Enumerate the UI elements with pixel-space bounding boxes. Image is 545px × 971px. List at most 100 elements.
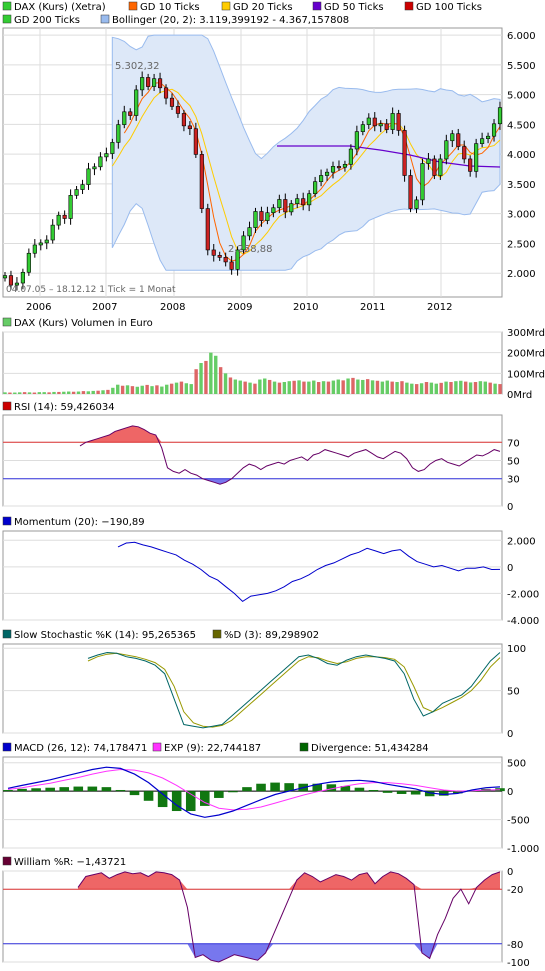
momentum-panel-frame xyxy=(2,530,503,621)
volume-bar xyxy=(67,391,71,394)
candle-body xyxy=(20,271,25,284)
candle-body xyxy=(265,212,270,221)
macd-divergence-bar xyxy=(143,791,154,801)
rsi-y-axis: 70 50 30 0 xyxy=(507,438,520,513)
candle-body xyxy=(98,156,103,168)
candle-body xyxy=(80,184,85,190)
candle-body xyxy=(235,249,240,270)
candle-body xyxy=(110,142,115,154)
candle-body xyxy=(354,131,359,150)
stochastic-y-axis: 100 50 0 xyxy=(507,644,526,740)
candle-body xyxy=(307,193,312,206)
candle-body xyxy=(301,198,306,206)
candle-body xyxy=(414,199,419,209)
legend-swatch-gd200 xyxy=(2,14,12,24)
candle-body xyxy=(122,111,127,125)
momentum-plot xyxy=(3,539,502,621)
macd-plot xyxy=(3,762,505,849)
y-tick-label: -20 xyxy=(507,885,523,896)
volume-bar xyxy=(429,382,434,394)
candle-body xyxy=(438,158,443,176)
legend-label-gd50: GD 50 Ticks xyxy=(324,2,384,13)
y-tick-label: -100 xyxy=(507,958,530,969)
momentum-line xyxy=(117,541,501,603)
candle-body xyxy=(444,140,449,160)
candle-body xyxy=(462,146,467,160)
volume-bar xyxy=(483,381,487,394)
legend-swatch-gd50 xyxy=(312,1,322,11)
volume-bar xyxy=(414,384,419,394)
legend-swatch-gd100 xyxy=(404,1,414,11)
candle-body xyxy=(259,211,264,221)
stochastic-k-line xyxy=(87,651,501,729)
macd-divergence-bar xyxy=(185,791,196,812)
candle-body xyxy=(283,199,288,213)
y-tick-label: 100 xyxy=(507,644,526,655)
volume-bar xyxy=(47,392,51,394)
volume-bar xyxy=(125,385,130,394)
rsi-title: RSI (14): 59,426034 xyxy=(14,402,115,413)
candle-body xyxy=(348,148,353,165)
price-y-tick-label: 4.500 xyxy=(507,120,536,131)
macd-divergence-bar xyxy=(73,786,84,792)
volume-bar xyxy=(297,380,301,394)
volume-bar xyxy=(169,383,174,394)
legend-swatch-bollinger xyxy=(100,14,110,24)
volume-bar xyxy=(380,381,385,394)
volume-bar xyxy=(140,385,144,394)
volume-bar xyxy=(189,384,193,394)
stochastic-plot xyxy=(3,647,502,734)
macd-divergence-bar xyxy=(284,783,294,792)
volume-bar xyxy=(52,391,56,394)
candle-body xyxy=(330,166,336,173)
price-y-tick-label: 6.000 xyxy=(507,31,536,42)
candle-body xyxy=(384,123,389,130)
macd-divergence-bar xyxy=(326,784,337,792)
volume-bar xyxy=(282,382,287,394)
candle-body xyxy=(205,208,210,251)
candle-body xyxy=(497,107,503,125)
candle-body xyxy=(175,106,181,114)
legend-label-gd10: GD 10 Ticks xyxy=(140,2,200,13)
volume-bar xyxy=(179,381,184,394)
candle-body xyxy=(193,128,198,155)
volume-bar xyxy=(165,384,169,394)
legend-swatch-williams xyxy=(2,856,12,866)
macd-divergence-bar xyxy=(396,791,407,794)
price-x-tick-label: 2008 xyxy=(160,302,185,313)
candle-body xyxy=(480,138,485,144)
candle-body xyxy=(157,78,163,89)
price-legend: DAX (Kurs) (Xetra) GD 10 Ticks GD 20 Tic… xyxy=(2,1,482,26)
macd-panel: MACD (26, 12): 74,178471 EXP (9): 22,744… xyxy=(2,742,539,855)
macd-divergence-bar xyxy=(382,791,393,793)
candle-body xyxy=(44,239,49,244)
legend-swatch-rsi xyxy=(2,401,12,411)
legend-label-gd20: GD 20 Ticks xyxy=(233,2,293,13)
candle-body xyxy=(402,130,407,176)
macd-divergence-bar xyxy=(256,783,266,792)
price-y-tick-label: 5.000 xyxy=(507,91,536,102)
volume-bar xyxy=(424,382,429,394)
volume-bar xyxy=(356,379,360,394)
williams-plot xyxy=(3,870,502,963)
candle-body xyxy=(92,166,97,170)
volume-bar xyxy=(258,379,262,394)
volume-bar xyxy=(223,373,228,394)
volume-bar xyxy=(375,380,380,394)
candle-body xyxy=(420,163,425,201)
candle-body xyxy=(140,77,145,91)
volume-bar xyxy=(395,382,399,394)
candle-body xyxy=(62,214,67,219)
legend-swatch-gd10 xyxy=(128,1,138,11)
macd-exp-line xyxy=(7,768,501,811)
volume-bar xyxy=(400,381,404,394)
legend-swatch-exp xyxy=(152,742,162,752)
volume-bar xyxy=(62,391,66,394)
candle-body xyxy=(146,77,151,87)
volume-bar xyxy=(81,391,86,394)
volume-bar xyxy=(439,382,443,394)
legend-swatch-stoch-d xyxy=(212,629,222,639)
volume-bar xyxy=(248,382,252,394)
volume-bar xyxy=(351,377,355,394)
macd-divergence-bar xyxy=(157,791,168,808)
